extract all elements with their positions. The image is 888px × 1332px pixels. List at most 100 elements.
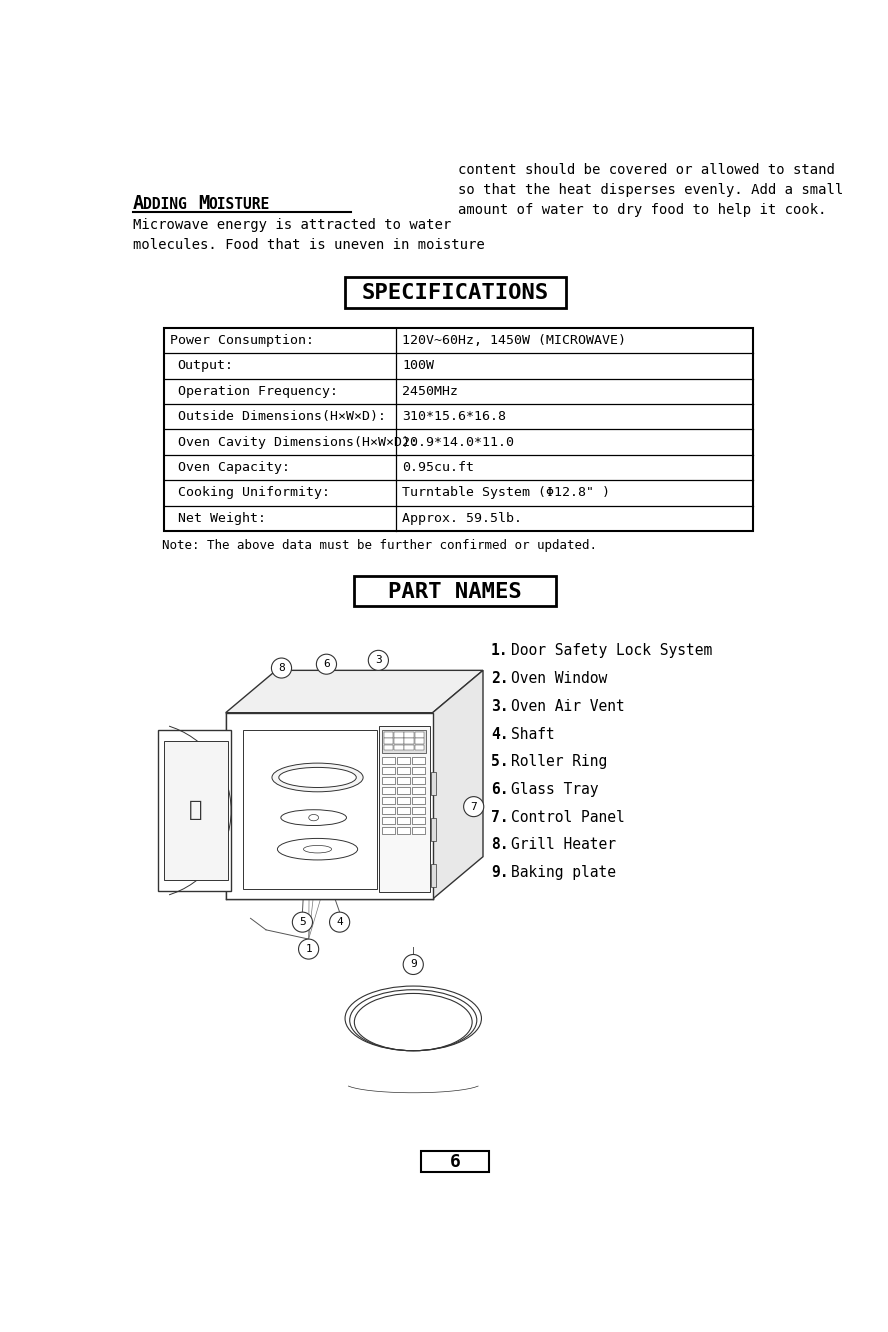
Bar [382,807,395,814]
Bar [384,733,393,738]
Text: 6: 6 [323,659,329,669]
Ellipse shape [272,763,363,791]
Bar [394,738,403,745]
Text: 4: 4 [337,918,343,927]
Text: 2.: 2. [491,671,508,686]
Bar [394,733,403,738]
Bar [415,745,424,750]
Bar [394,745,403,750]
Ellipse shape [279,767,356,787]
Bar [382,787,395,794]
Bar [382,827,395,834]
Bar [345,277,566,308]
Text: 8.: 8. [491,838,508,852]
Text: 2450MHz: 2450MHz [402,385,458,398]
Bar [397,767,410,774]
Text: Turntable System (Φ12.8" ): Turntable System (Φ12.8" ) [402,486,610,500]
Text: 6: 6 [449,1152,461,1171]
Text: Door Safety Lock System: Door Safety Lock System [511,643,712,658]
Text: 1: 1 [305,944,312,954]
Text: 8: 8 [278,663,285,673]
Text: 5: 5 [299,918,305,927]
Bar [431,773,436,795]
Text: Oven Window: Oven Window [511,671,607,686]
Text: 100W: 100W [402,360,434,373]
Bar [404,738,414,745]
Bar [421,1151,489,1172]
Bar [412,827,424,834]
Circle shape [316,654,337,674]
Text: A: A [132,194,144,213]
Text: Net Weight:: Net Weight: [178,511,266,525]
Bar [397,817,410,825]
Circle shape [292,912,313,932]
Text: M: M [198,194,209,213]
Bar [412,787,424,794]
Text: 310*15.6*16.8: 310*15.6*16.8 [402,410,506,424]
Polygon shape [226,713,432,899]
Bar [382,817,395,825]
Polygon shape [382,730,426,753]
Text: 1.: 1. [491,643,508,658]
Text: Power Consumption:: Power Consumption: [170,334,313,346]
Text: Cooking Uniformity:: Cooking Uniformity: [178,486,329,500]
Bar [397,777,410,785]
Text: Approx. 59.5lb.: Approx. 59.5lb. [402,511,522,525]
Text: Oven Air Vent: Oven Air Vent [511,699,624,714]
Circle shape [464,797,484,817]
Text: 7.: 7. [491,810,508,825]
Text: 3.: 3. [491,699,508,714]
Text: Baking plate: Baking plate [511,866,616,880]
Bar [397,797,410,805]
Text: Oven Capacity:: Oven Capacity: [178,461,289,474]
Text: 120V~60Hz, 1450W (MICROWAVE): 120V~60Hz, 1450W (MICROWAVE) [402,334,626,346]
Polygon shape [432,670,483,899]
Text: Outside Dimensions(H×W×D):: Outside Dimensions(H×W×D): [178,410,385,424]
Text: SPECIFICATIONS: SPECIFICATIONS [361,284,549,304]
Text: ②: ② [189,801,202,821]
Circle shape [403,955,424,975]
Bar [384,745,393,750]
Text: Glass Tray: Glass Tray [511,782,599,797]
Ellipse shape [304,846,331,852]
Bar [412,757,424,765]
Text: 3: 3 [375,655,382,666]
Text: Output:: Output: [178,360,234,373]
Polygon shape [163,741,228,880]
Text: 5.: 5. [491,754,508,770]
Bar [397,757,410,765]
Polygon shape [379,726,430,892]
Text: 20.9*14.0*11.0: 20.9*14.0*11.0 [402,436,514,449]
Text: DDING: DDING [143,197,195,212]
Text: OISTURE: OISTURE [209,197,270,212]
Bar [397,787,410,794]
Ellipse shape [277,838,358,860]
Bar [412,807,424,814]
Ellipse shape [281,810,346,826]
Bar [382,767,395,774]
Ellipse shape [309,814,319,821]
Bar [397,827,410,834]
Bar [412,817,424,825]
Bar [382,757,395,765]
Text: content should be covered or allowed to stand
so that the heat disperses evenly.: content should be covered or allowed to … [458,163,844,217]
Bar [412,797,424,805]
Text: 7: 7 [471,802,477,811]
Bar [412,777,424,785]
Bar [382,797,395,805]
Text: 4.: 4. [491,726,508,742]
Text: Roller Ring: Roller Ring [511,754,607,770]
Circle shape [298,939,319,959]
Polygon shape [242,730,377,888]
Circle shape [329,912,350,932]
Bar [384,738,393,745]
Bar [415,733,424,738]
Text: Note: The above data must be further confirmed or updated.: Note: The above data must be further con… [163,538,597,551]
Polygon shape [226,670,483,713]
Text: PART NAMES: PART NAMES [388,582,522,602]
Text: 9.: 9. [491,866,508,880]
Polygon shape [157,730,231,891]
Text: Oven Cavity Dimensions(H×W×D):: Oven Cavity Dimensions(H×W×D): [178,436,417,449]
Bar [163,328,753,531]
Text: Operation Frequency:: Operation Frequency: [178,385,337,398]
